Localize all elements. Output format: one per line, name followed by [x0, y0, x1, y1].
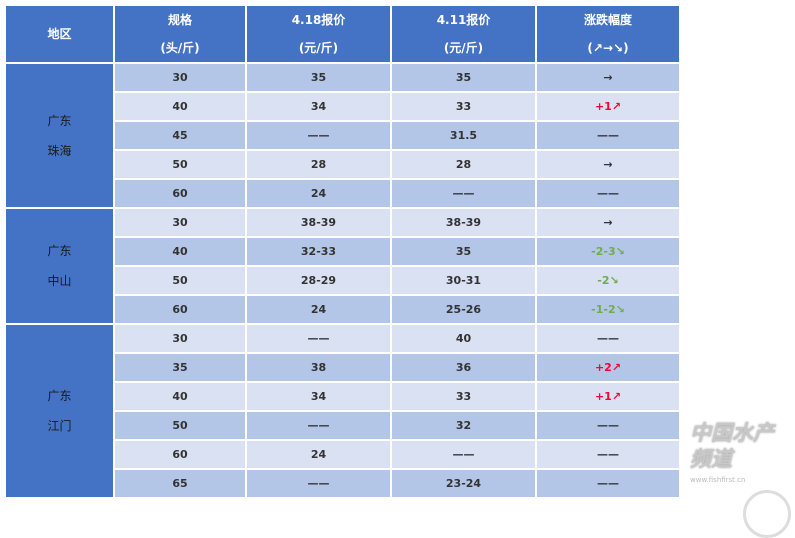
- price-411-cell: 35: [390, 62, 537, 93]
- header-spec: 规格 (头/斤): [113, 4, 247, 64]
- table-row: 35 38 36 +2↗: [5, 352, 681, 383]
- price-411-cell: 32: [390, 410, 537, 441]
- header-region: 地区: [4, 4, 115, 64]
- region-cell: 广东 中山: [4, 207, 115, 325]
- change-cell: →: [535, 207, 681, 238]
- header-row: 地区 规格 (头/斤) 4.18报价 (元/斤) 4.11报价 (元/斤) 涨跌幅度(…: [4, 4, 681, 64]
- price-418-cell: 34: [245, 381, 392, 412]
- table-row: 50 —— 32 ——: [5, 410, 681, 441]
- change-cell: ——: [535, 323, 681, 354]
- price-411-cell: 35: [390, 236, 537, 267]
- price-411-cell: 33: [390, 381, 537, 412]
- table-row: 50 28-29 30-31 -2↘: [5, 265, 681, 296]
- spec-cell: 50: [113, 149, 247, 180]
- price-418-cell: 38-39: [245, 207, 392, 238]
- change-cell: →: [535, 62, 681, 93]
- price-411-cell: 30-31: [390, 265, 537, 296]
- price-411-cell: 23-24: [390, 468, 537, 499]
- price-411-cell: 38-39: [390, 207, 537, 238]
- table-row: 广东 中山 30 38-39 38-39 →: [4, 207, 681, 325]
- spec-cell: 50: [113, 410, 247, 441]
- spec-cell: 45: [113, 120, 247, 151]
- spec-cell: 30: [113, 207, 247, 238]
- spec-cell: 60: [113, 439, 247, 470]
- watermark-url: www.fishfirst.cn: [690, 476, 746, 484]
- change-cell: +1↗: [535, 91, 681, 122]
- change-cell: +2↗: [535, 352, 681, 383]
- price-411-cell: 31.5: [390, 120, 537, 151]
- price-418-cell: 35: [245, 62, 392, 93]
- change-cell: ——: [535, 410, 681, 441]
- price-411-cell: 40: [390, 323, 537, 354]
- spec-cell: 40: [113, 381, 247, 412]
- price-418-cell: ——: [245, 410, 392, 441]
- spec-cell: 35: [113, 352, 247, 383]
- table-row: 40 34 33 +1↗: [5, 381, 681, 412]
- region-cell: 广东 江门: [4, 323, 115, 499]
- price-418-cell: ——: [245, 323, 392, 354]
- price-418-cell: 24: [245, 294, 392, 325]
- globe-logo-icon: [743, 490, 791, 538]
- header-change: 涨跌幅度 (↗→↘): [535, 4, 681, 64]
- price-411-cell: 36: [390, 352, 537, 383]
- price-411-cell: ——: [390, 178, 537, 209]
- spec-cell: 60: [113, 178, 247, 209]
- table-row: 60 24 —— ——: [5, 439, 681, 470]
- change-cell: ——: [535, 178, 681, 209]
- table-row: 40 32-33 35 -2-3↘: [5, 236, 681, 267]
- table-row: 广东 珠海 30 35 35 →: [4, 62, 681, 209]
- watermark-title: 中国水产频道: [690, 421, 774, 471]
- table-row: 60 24 25-26 -1-2↘: [5, 294, 681, 325]
- price-table: 地区 规格 (头/斤) 4.18报价 (元/斤) 4.11报价 (元/斤) 涨跌幅度(…: [4, 4, 681, 499]
- table-row: 65 —— 23-24 ——: [5, 468, 681, 499]
- spec-cell: 30: [113, 62, 247, 93]
- table-row: 50 28 28 →: [5, 149, 681, 180]
- spec-cell: 65: [113, 468, 247, 499]
- price-418-cell: 28: [245, 149, 392, 180]
- price-418-cell: 24: [245, 178, 392, 209]
- header-price-411: 4.11报价 (元/斤): [390, 4, 537, 64]
- spec-cell: 30: [113, 323, 247, 354]
- change-cell: -2↘: [535, 265, 681, 296]
- price-418-cell: ——: [245, 120, 392, 151]
- change-cell: ——: [535, 468, 681, 499]
- price-411-cell: ——: [390, 439, 537, 470]
- change-cell: -2-3↘: [535, 236, 681, 267]
- spec-cell: 40: [113, 91, 247, 122]
- change-cell: -1-2↘: [535, 294, 681, 325]
- price-418-cell: 24: [245, 439, 392, 470]
- region-cell: 广东 珠海: [4, 62, 115, 209]
- price-418-cell: 28-29: [245, 265, 392, 296]
- spec-cell: 60: [113, 294, 247, 325]
- price-411-cell: 25-26: [390, 294, 537, 325]
- table-row: 45 —— 31.5 ——: [5, 120, 681, 151]
- table-row: 40 34 33 +1↗: [5, 91, 681, 122]
- price-418-cell: ——: [245, 468, 392, 499]
- price-411-cell: 33: [390, 91, 537, 122]
- spec-cell: 50: [113, 265, 247, 296]
- table-row: 广东 江门 30 —— 40 ——: [4, 323, 681, 499]
- price-418-cell: 32-33: [245, 236, 392, 267]
- header-price-418: 4.18报价 (元/斤): [245, 4, 392, 64]
- change-cell: ——: [535, 439, 681, 470]
- price-418-cell: 38: [245, 352, 392, 383]
- spec-cell: 40: [113, 236, 247, 267]
- price-418-cell: 34: [245, 91, 392, 122]
- table-row: 60 24 —— ——: [5, 178, 681, 209]
- change-cell: →: [535, 149, 681, 180]
- change-cell: ——: [535, 120, 681, 151]
- change-cell: +1↗: [535, 381, 681, 412]
- price-411-cell: 28: [390, 149, 537, 180]
